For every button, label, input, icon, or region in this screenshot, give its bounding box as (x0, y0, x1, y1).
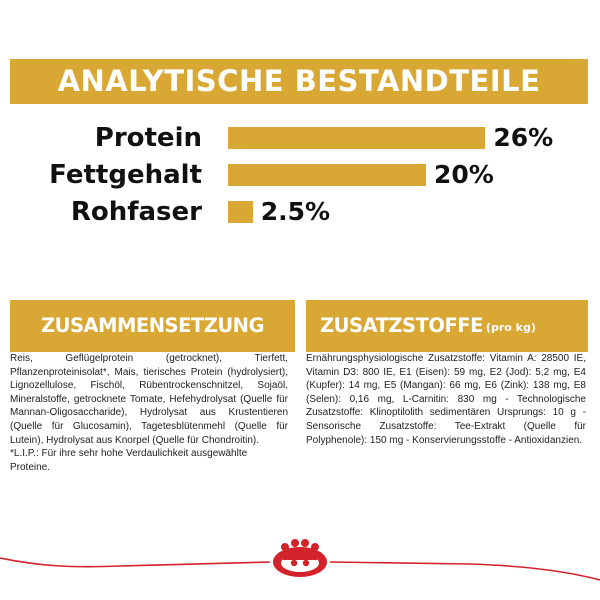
additives-title-suffix: (pro kg) (485, 321, 536, 334)
additives-title: ZUSATZSTOFFE (320, 314, 483, 337)
additives-body: Ernährungsphysiologische Zusatzstoffe: V… (306, 352, 586, 447)
banner-title: ANALYTISCHE BESTANDTEILE (57, 64, 541, 98)
nutrient-value: 26% (493, 123, 554, 152)
nutrient-value: 2.5% (260, 197, 331, 226)
composition-title: ZUSAMMENSETZUNG (40, 314, 265, 337)
section-banner-analytical: ANALYTISCHE BESTANDTEILE (10, 59, 588, 104)
composition-header: ZUSAMMENSETZUNG (10, 300, 295, 352)
nutrient-row: Protein 26% (0, 120, 600, 156)
composition-text: Reis, Geflügelprotein (getrocknet), Tier… (10, 353, 288, 446)
nutrient-row: Fettgehalt 20% (0, 157, 600, 193)
royal-canin-crown-logo (273, 539, 327, 577)
nutrient-bar (228, 164, 426, 186)
nutrient-row: Rohfaser 2.5% (0, 194, 600, 230)
brand-footer (0, 539, 600, 581)
additives-header: ZUSATZSTOFFE (pro kg) (306, 300, 588, 352)
composition-footnote: *L.I.P.: Für ihre sehr hohe Verdaulichke… (10, 448, 248, 473)
nutrient-label: Protein (94, 123, 202, 153)
brand-swoosh-right (329, 561, 600, 581)
composition-body: Reis, Geflügelprotein (getrocknet), Tier… (10, 352, 288, 474)
brand-swoosh-left (0, 557, 271, 568)
additives-text: Ernährungsphysiologische Zusatzstoffe: V… (306, 353, 586, 446)
nutrient-bar (228, 127, 486, 149)
nutrient-value: 20% (434, 160, 494, 189)
nutrient-bar (228, 201, 253, 223)
nutrient-label: Fettgehalt (49, 160, 202, 190)
nutrient-label: Rohfaser (70, 197, 202, 227)
